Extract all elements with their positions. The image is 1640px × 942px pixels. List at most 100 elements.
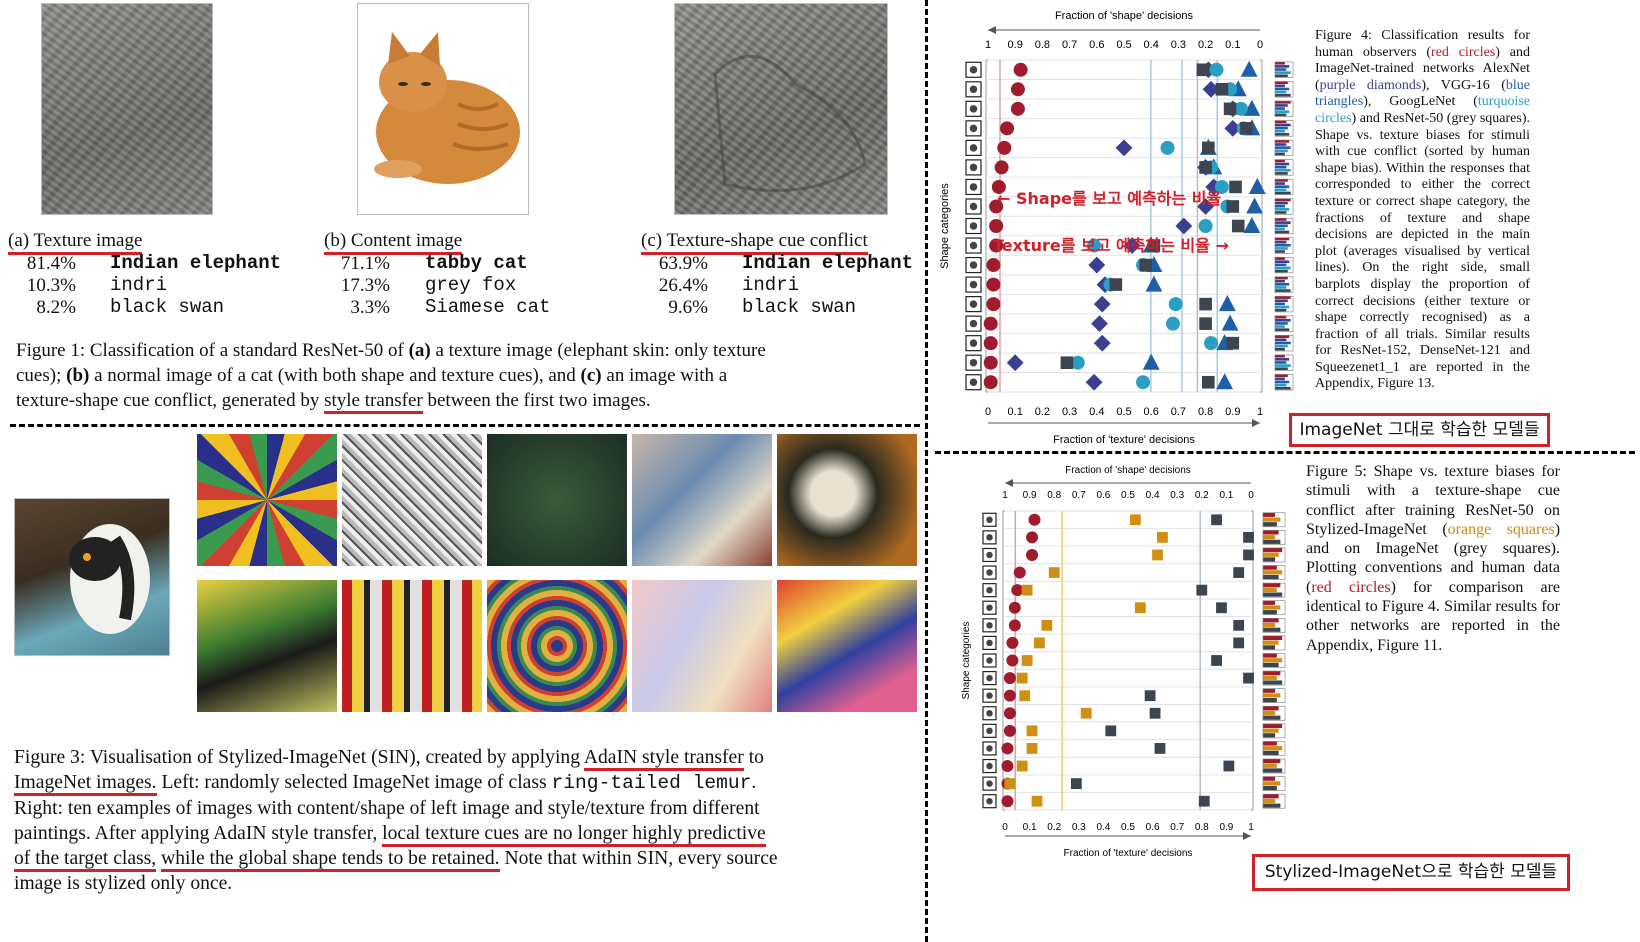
divider-vertical bbox=[925, 0, 928, 942]
side-bar bbox=[1275, 185, 1290, 189]
side-bar bbox=[1275, 140, 1290, 143]
side-bar-frame bbox=[1262, 688, 1286, 704]
side-bar bbox=[1263, 750, 1279, 755]
top-tick-label: 0.2 bbox=[1195, 490, 1209, 501]
side-bar bbox=[1263, 758, 1281, 764]
stylized-image bbox=[777, 580, 917, 712]
lemur-source-image bbox=[14, 498, 170, 656]
panel-b-predictions: 71.1% tabby cat 17.3% grey fox 3.3% Siam… bbox=[320, 252, 620, 322]
bottom-tick-label: 0.7 bbox=[1170, 822, 1184, 833]
point-human-observers bbox=[1000, 121, 1015, 136]
bottom-tick-label: 0.3 bbox=[1072, 822, 1086, 833]
point-alexnet bbox=[1085, 373, 1103, 391]
panel-c-predictions: 63.9% Indian elephant 26.4% indri 9.6% b… bbox=[638, 252, 928, 322]
side-bar-frame bbox=[1262, 793, 1286, 809]
side-bar bbox=[1263, 768, 1283, 773]
caption-segment: orange squares bbox=[1447, 520, 1555, 538]
top-tick-label: 0.3 bbox=[1170, 490, 1184, 501]
category-glyph bbox=[986, 710, 993, 717]
side-bar-frame bbox=[1274, 315, 1294, 332]
side-bar bbox=[1263, 671, 1281, 676]
point-resnet-50 bbox=[1196, 63, 1210, 77]
point-stylized-imagenet bbox=[1031, 795, 1043, 807]
caption-segment: Figure 5: Shape vs. texture biases for s… bbox=[1306, 463, 1560, 538]
point-vgg-16 bbox=[1145, 275, 1163, 292]
side-bar bbox=[1263, 547, 1283, 553]
bottom-tick-label: 0.5 bbox=[1116, 406, 1131, 418]
side-bar-frame bbox=[1262, 582, 1286, 598]
pred-pct: 71.1% bbox=[340, 253, 390, 274]
side-bar bbox=[1263, 723, 1283, 729]
side-bar bbox=[1263, 776, 1276, 781]
side-bar bbox=[1263, 658, 1283, 663]
point-imagenet bbox=[1196, 584, 1208, 596]
point-googlenet bbox=[1168, 297, 1183, 312]
category-glyph bbox=[969, 163, 978, 172]
side-bar bbox=[1275, 361, 1287, 364]
side-bar bbox=[1263, 763, 1277, 768]
pred-class: Indian elephant bbox=[110, 252, 282, 274]
side-bar-frame bbox=[1262, 547, 1286, 563]
side-bar-frame bbox=[1262, 617, 1286, 633]
side-bar bbox=[1263, 635, 1283, 641]
category-glyph bbox=[969, 339, 978, 347]
point-stylized-imagenet bbox=[1041, 619, 1053, 631]
divider-left bbox=[10, 424, 920, 427]
side-bar bbox=[1275, 286, 1287, 289]
point-stylized-imagenet bbox=[1021, 655, 1033, 666]
side-bar bbox=[1275, 162, 1290, 166]
panel-b-label: (b) Content image bbox=[324, 229, 463, 255]
side-bar bbox=[1263, 698, 1277, 703]
side-bar bbox=[1275, 191, 1291, 195]
category-glyph bbox=[969, 183, 978, 191]
category-glyph bbox=[969, 261, 978, 269]
point-resnet-50 bbox=[1223, 102, 1237, 116]
bottom-tick-label: 0.4 bbox=[1089, 406, 1104, 418]
point-vgg-16 bbox=[1216, 373, 1234, 390]
point-stylized-imagenet bbox=[1048, 567, 1060, 578]
point-human-observers bbox=[1028, 513, 1041, 526]
point-imagenet bbox=[1211, 514, 1222, 526]
pred-class: grey fox bbox=[425, 274, 517, 296]
side-bar bbox=[1263, 592, 1283, 597]
point-googlenet bbox=[1165, 316, 1180, 331]
side-bar-frame bbox=[1274, 198, 1294, 215]
point-imagenet bbox=[1233, 637, 1245, 649]
point-resnet-50 bbox=[1147, 239, 1161, 252]
point-human-observers bbox=[989, 238, 1004, 253]
bottom-tick-label: 0.4 bbox=[1096, 822, 1110, 833]
side-bar-frame bbox=[1274, 256, 1294, 274]
category-glyph bbox=[986, 516, 993, 524]
side-bar bbox=[1263, 662, 1279, 668]
side-bar bbox=[1275, 198, 1291, 202]
category-glyph bbox=[986, 692, 993, 699]
point-imagenet bbox=[1149, 707, 1161, 719]
y-axis-title: Shape categories bbox=[961, 622, 972, 700]
panel-a-predictions: 81.4% Indian elephant 10.3% indri 8.2% b… bbox=[0, 252, 300, 322]
side-bar bbox=[1263, 781, 1281, 786]
category-glyph bbox=[986, 622, 993, 629]
top-axis-title: Fraction of 'shape' decisions bbox=[1065, 465, 1191, 476]
point-stylized-imagenet bbox=[1016, 672, 1028, 684]
pred-class: Siamese cat bbox=[425, 296, 551, 318]
bottom-tick-label: 0.8 bbox=[1195, 822, 1209, 833]
side-bar bbox=[1275, 247, 1288, 250]
side-bar bbox=[1275, 308, 1287, 312]
side-bar bbox=[1263, 741, 1277, 746]
point-resnet-50 bbox=[1240, 122, 1253, 135]
category-glyph bbox=[969, 319, 978, 328]
side-bar bbox=[1275, 126, 1288, 130]
point-stylized-imagenet bbox=[1134, 602, 1146, 614]
divider-right bbox=[935, 451, 1635, 454]
panel-a-label: (a) Texture image bbox=[8, 229, 143, 255]
side-bar-frame bbox=[1262, 705, 1286, 721]
point-resnet-50 bbox=[1199, 161, 1212, 174]
side-bar bbox=[1275, 211, 1287, 214]
category-glyph bbox=[986, 569, 993, 576]
point-alexnet bbox=[1088, 256, 1106, 274]
bottom-tick-label: 1 bbox=[1248, 822, 1254, 833]
point-human-observers bbox=[1010, 101, 1025, 116]
side-bar bbox=[1275, 347, 1285, 351]
bottom-tick-label: 0.9 bbox=[1219, 822, 1233, 833]
side-bar bbox=[1275, 367, 1288, 371]
